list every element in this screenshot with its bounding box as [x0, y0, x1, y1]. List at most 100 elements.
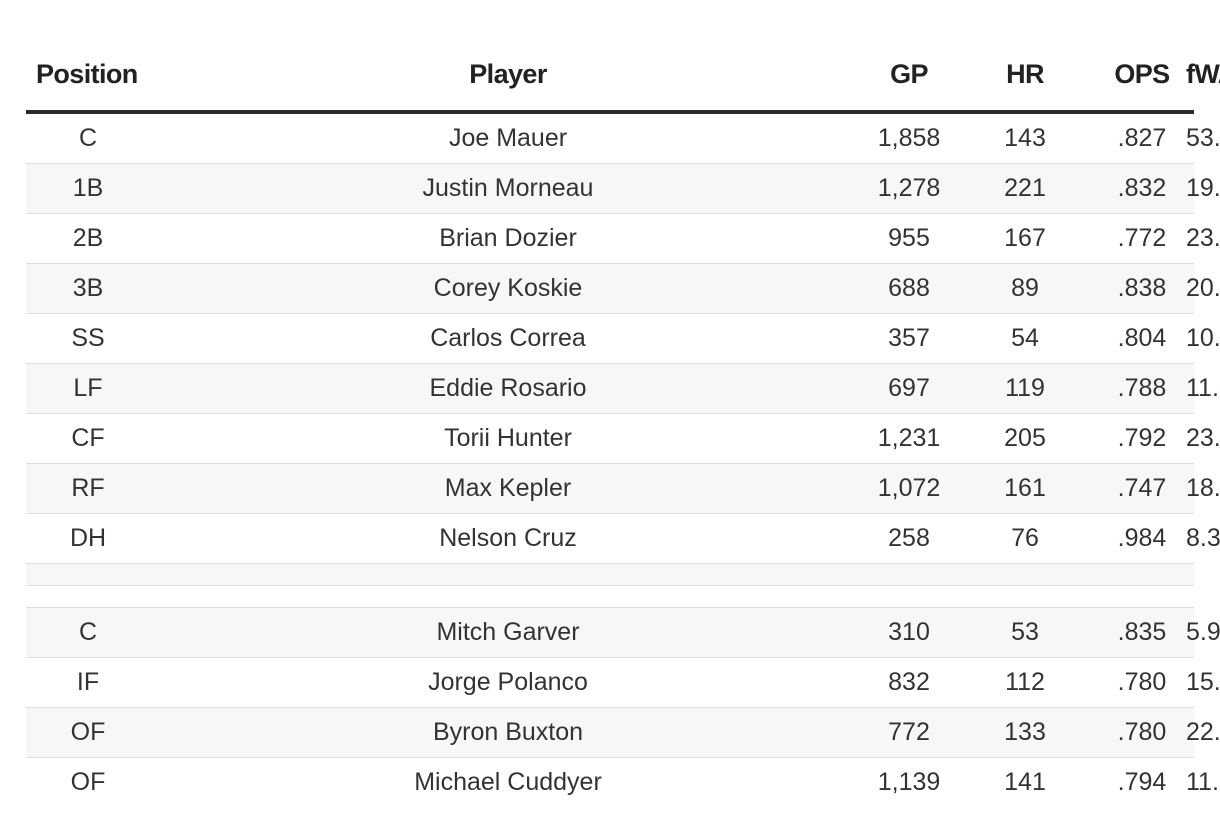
table-row: 1B Justin Morneau 1,278 221 .832 19.9: [26, 164, 1220, 214]
cell-ops: .792: [1117, 424, 1167, 452]
table-row: RF Max Kepler 1,072 161 .747 18.6: [26, 464, 1220, 514]
header-fwar: fWAR: [1186, 58, 1220, 89]
cell-gp: 310: [888, 618, 930, 646]
table-row: CF Torii Hunter 1,231 205 .792 23.0: [26, 414, 1220, 464]
table-row: SS Carlos Correa 357 54 .804 10.7: [26, 314, 1220, 364]
cell-gp: 955: [888, 224, 930, 252]
cell-position: C: [78, 124, 98, 152]
table-row: DH Nelson Cruz 258 76 .984 8.3: [26, 514, 1220, 564]
cell-position: DH: [69, 524, 107, 552]
cell-ops: .794: [1117, 768, 1167, 796]
cell-hr: 119: [1005, 374, 1045, 402]
cell-fwar: 15.4: [1186, 668, 1220, 696]
cell-ops: .827: [1117, 124, 1167, 152]
cell-hr: 133: [1004, 718, 1046, 746]
cell-position: CF: [71, 424, 105, 452]
cell-position: OF: [70, 768, 106, 796]
cell-position: LF: [73, 374, 103, 402]
cell-fwar: 20.9: [1186, 274, 1220, 302]
cell-position: C: [78, 618, 98, 646]
cell-gp: 1,278: [877, 174, 941, 202]
cell-position: SS: [71, 324, 105, 352]
cell-gp: 357: [888, 324, 930, 352]
cell-player: Justin Morneau: [422, 174, 594, 202]
cell-player: Mitch Garver: [436, 618, 580, 646]
cell-position: RF: [71, 474, 105, 502]
table-body: C Joe Mauer 1,858 143 .827 53.5 1B Justin Morne…: [26, 114, 1220, 807]
cell-gp: 1,858: [877, 124, 941, 152]
cell-ops: .788: [1117, 374, 1167, 402]
cell-fwar: 22.2: [1186, 718, 1220, 746]
cell-ops: .772: [1117, 224, 1167, 252]
cell-hr: 205: [1004, 424, 1046, 452]
table-row: OF Byron Buxton 772 133 .780 22.2: [26, 708, 1220, 758]
header-hr: HR: [1006, 58, 1044, 89]
header-position: Position: [36, 58, 138, 89]
cell-hr: 112: [1005, 668, 1045, 696]
cell-hr: 141: [1004, 768, 1046, 796]
cell-ops: .780: [1117, 668, 1167, 696]
cell-fwar: 23.0: [1186, 424, 1220, 452]
cell-player: Nelson Cruz: [439, 524, 577, 552]
cell-ops: .838: [1117, 274, 1167, 302]
cell-player: Eddie Rosario: [429, 374, 587, 402]
cell-ops: .984: [1117, 524, 1167, 552]
header-gp: GP: [890, 58, 928, 89]
cell-fwar: 5.9: [1186, 618, 1220, 646]
table-row: OF Michael Cuddyer 1,139 141 .794 11.9: [26, 758, 1220, 807]
cell-ops: .804: [1117, 324, 1167, 352]
group-separator-row: [26, 586, 1194, 608]
cell-gp: 1,231: [877, 424, 941, 452]
group-separator-row: [26, 564, 1194, 586]
cell-player: Torii Hunter: [444, 424, 572, 452]
cell-player: Brian Dozier: [439, 224, 577, 252]
table-row: 3B Corey Koskie 688 89 .838 20.9: [26, 264, 1220, 314]
table-row: LF Eddie Rosario 697 119 .788 11.3: [26, 364, 1220, 414]
cell-hr: 161: [1004, 474, 1046, 502]
cell-gp: 697: [888, 374, 930, 402]
cell-player: Max Kepler: [444, 474, 572, 502]
roster-table: Position Player GP HR OPS fWAR C Joe Maue…: [26, 38, 1220, 807]
cell-ops: .780: [1117, 718, 1167, 746]
cell-position: IF: [76, 668, 100, 696]
cell-player: Jorge Polanco: [428, 668, 588, 696]
cell-player: Carlos Correa: [430, 324, 586, 352]
cell-hr: 54: [1011, 324, 1039, 352]
cell-fwar: 53.5: [1186, 124, 1220, 152]
cell-position: 1B: [72, 174, 104, 202]
table-row: 2B Brian Dozier 955 167 .772 23.8: [26, 214, 1220, 264]
table-row: C Mitch Garver 310 53 .835 5.9: [26, 608, 1220, 658]
cell-position: 2B: [72, 224, 104, 252]
cell-hr: 221: [1004, 174, 1046, 202]
cell-gp: 1,139: [877, 768, 941, 796]
cell-gp: 1,072: [877, 474, 941, 502]
header-player: Player: [469, 58, 547, 89]
table-row: IF Jorge Polanco 832 112 .780 15.4: [26, 658, 1220, 708]
cell-fwar: 18.6: [1186, 474, 1220, 502]
cell-hr: 76: [1011, 524, 1039, 552]
cell-hr: 53: [1011, 618, 1039, 646]
cell-hr: 143: [1004, 124, 1046, 152]
cell-ops: .747: [1117, 474, 1167, 502]
cell-player: Joe Mauer: [448, 124, 568, 152]
cell-player: Corey Koskie: [433, 274, 583, 302]
cell-player: Byron Buxton: [432, 718, 584, 746]
cell-player: Michael Cuddyer: [414, 768, 602, 796]
cell-fwar: 11.3: [1186, 374, 1220, 402]
cell-hr: 89: [1011, 274, 1039, 302]
cell-position: 3B: [72, 274, 104, 302]
cell-fwar: 19.9: [1186, 174, 1220, 202]
table-header: Position Player GP HR OPS fWAR: [26, 38, 1220, 114]
cell-fwar: 11.9: [1186, 768, 1220, 796]
cell-fwar: 8.3: [1186, 524, 1220, 552]
cell-gp: 688: [888, 274, 930, 302]
cell-position: OF: [70, 718, 106, 746]
cell-ops: .835: [1117, 618, 1167, 646]
header-ops: OPS: [1114, 58, 1170, 89]
cell-fwar: 10.7: [1186, 324, 1220, 352]
cell-ops: .832: [1117, 174, 1167, 202]
cell-gp: 772: [888, 718, 930, 746]
cell-fwar: 23.8: [1186, 224, 1220, 252]
table-row: C Joe Mauer 1,858 143 .827 53.5: [26, 114, 1220, 164]
cell-gp: 832: [888, 668, 930, 696]
